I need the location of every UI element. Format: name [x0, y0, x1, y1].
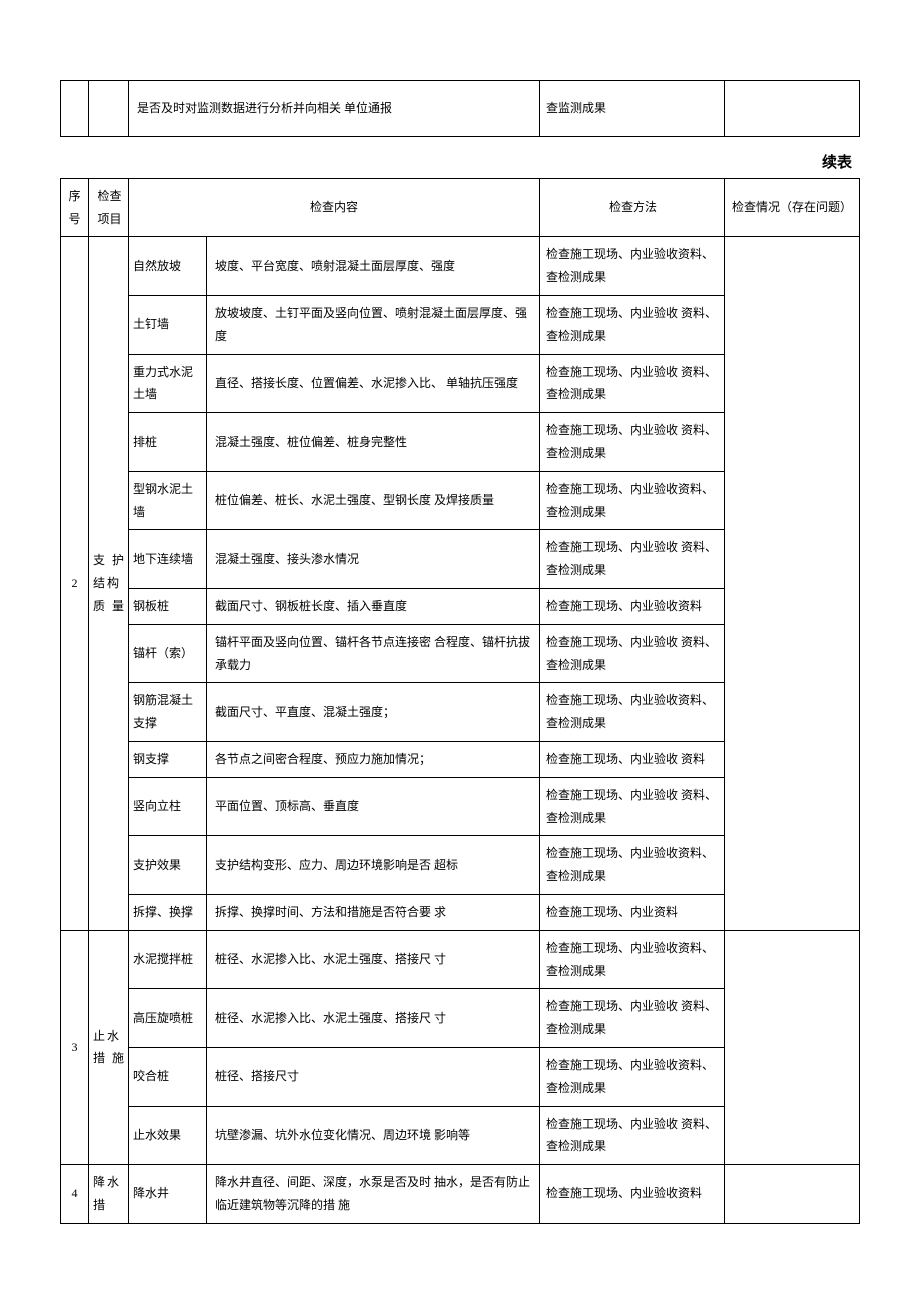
cell-content: 桩位偏差、桩长、水泥土强度、型钢长度 及焊接质量: [207, 471, 540, 530]
cell-subitem: 高压旋喷桩: [129, 989, 207, 1048]
cell-subitem: 支护效果: [129, 836, 207, 895]
table-row: 4降水措降水井 降水井直径、间距、深度，水泵是否及时 抽水，是否有防止临近建筑物…: [61, 1165, 860, 1224]
cell-method: 检查施工现场、内业验收资料、查检测成果: [540, 836, 725, 895]
cell-subitem: 咬合桩: [129, 1047, 207, 1106]
cell-content: 直径、搭接长度、位置偏差、水泥掺入比、 单轴抗压强度: [207, 354, 540, 413]
cell-content: 锚杆平面及竖向位置、锚杆各节点连接密 合程度、锚杆抗拔承载力: [207, 624, 540, 683]
cell-content: 坑壁渗漏、坑外水位变化情况、周边环境 影响等: [207, 1106, 540, 1165]
cell-content: 截面尺寸、钢板桩长度、插入垂直度: [207, 588, 540, 624]
cell-item: [89, 81, 129, 137]
cell-method: 检查施工现场、内业验收资料: [540, 1165, 725, 1224]
cell-content: 拆撑、换撑时间、方法和措施是否符合要 求: [207, 894, 540, 930]
cell-content: 截面尺寸、平直度、混凝土强度；: [207, 683, 540, 742]
table-row: 3止水 措 施水泥搅拌桩桩径、水泥掺入比、水泥土强度、搭接尺 寸检查施工现场、内…: [61, 930, 860, 989]
table-header-row: 序号 检查项目 检查内容 检查方法 检查情况（存在问题）: [61, 178, 860, 237]
cell-content: 各节点之间密合程度、预应力施加情况；: [207, 741, 540, 777]
cell-content: 坡度、平台宽度、喷射混凝土面层厚度、强度: [207, 237, 540, 296]
cell-subitem: 降水井: [129, 1165, 207, 1224]
cell-method: 查监测成果: [540, 81, 725, 137]
cell-subitem: 止水效果: [129, 1106, 207, 1165]
cell-content: 支护结构变形、应力、周边环境影响是否 超标: [207, 836, 540, 895]
cell-content: 混凝土强度、桩位偏差、桩身完整性: [207, 413, 540, 472]
cell-issue: [725, 237, 860, 930]
cell-method: 检查施工现场、内业验收 资料、查检测成果: [540, 1106, 725, 1165]
cell-method: 检查施工现场、内业验收资料、查检测成果: [540, 1047, 725, 1106]
cell-content: 降水井直径、间距、深度，水泵是否及时 抽水，是否有防止临近建筑物等沉降的措 施: [207, 1165, 540, 1224]
inspection-table: 序号 检查项目 检查内容 检查方法 检查情况（存在问题） 2支 护 结构 质 量…: [60, 178, 860, 1224]
cell-content: 放坡坡度、土钉平面及竖向位置、喷射混凝土面层厚度、强度: [207, 295, 540, 354]
cell-section-num: 4: [61, 1165, 89, 1224]
cell-method: 检查施工现场、内业验收资料、查检测成果: [540, 930, 725, 989]
cell-issue: [725, 1165, 860, 1224]
table-row: 2支 护 结构 质 量自然放坡坡度、平台宽度、喷射混凝土面层厚度、强度检查施工现…: [61, 237, 860, 296]
header-content: 检查内容: [129, 178, 540, 237]
cell-method: 检查施工现场、内业验收 资料、查检测成果: [540, 777, 725, 836]
header-item: 检查项目: [89, 178, 129, 237]
cell-method: 检查施工现场、内业验收 资料、查检测成果: [540, 413, 725, 472]
top-fragment-table: 是否及时对监测数据进行分析并向相关 单位通报 查监测成果: [60, 80, 860, 137]
cell-content: 平面位置、顶标高、垂直度: [207, 777, 540, 836]
cell-method: 检查施工现场、内业验收 资料、查检测成果: [540, 354, 725, 413]
cell-subitem: 水泥搅拌桩: [129, 930, 207, 989]
table-row: 是否及时对监测数据进行分析并向相关 单位通报 查监测成果: [61, 81, 860, 137]
header-method: 检查方法: [540, 178, 725, 237]
cell-section-item: 降水措: [89, 1165, 129, 1224]
cell-subitem: 竖向立柱: [129, 777, 207, 836]
cell-method: 检查施工现场、内业资料: [540, 894, 725, 930]
cell-method: 检查施工现场、内业验收 资料、查检测成果: [540, 530, 725, 589]
cell-method: 检查施工现场、内业验收资料、查检测成果: [540, 237, 725, 296]
cell-subitem: 土钉墙: [129, 295, 207, 354]
cell-method: 检查施工现场、内业验收资料、查检测成果: [540, 471, 725, 530]
cell-subitem: 拆撑、换撑: [129, 894, 207, 930]
cell-subitem: 钢筋混凝土支撑: [129, 683, 207, 742]
cell-section-num: 2: [61, 237, 89, 930]
cell-section-num: 3: [61, 930, 89, 1164]
cell-method: 检查施工现场、内业验收 资料、查检测成果: [540, 989, 725, 1048]
cell-subitem: 自然放坡: [129, 237, 207, 296]
cell-method: 检查施工现场、内业验收 资料: [540, 741, 725, 777]
cell-content: 桩径、搭接尺寸: [207, 1047, 540, 1106]
cell-subitem: 钢支撑: [129, 741, 207, 777]
cell-content: 是否及时对监测数据进行分析并向相关 单位通报: [129, 81, 540, 137]
header-issue: 检查情况（存在问题）: [725, 178, 860, 237]
cell-subitem: 重力式水泥土墙: [129, 354, 207, 413]
cell-num: [61, 81, 89, 137]
cell-content: 桩径、水泥掺入比、水泥土强度、搭接尺 寸: [207, 930, 540, 989]
cell-issue: [725, 930, 860, 1164]
cell-subitem: 地下连续墙: [129, 530, 207, 589]
cell-method: 检查施工现场、内业验收 资料、查检测成果: [540, 624, 725, 683]
cell-section-item: 止水 措 施: [89, 930, 129, 1164]
header-num: 序号: [61, 178, 89, 237]
cell-content: 混凝土强度、接头渗水情况: [207, 530, 540, 589]
cell-subitem: 型钢水泥土墙: [129, 471, 207, 530]
cell-subitem: 排桩: [129, 413, 207, 472]
cell-subitem: 锚杆（索）: [129, 624, 207, 683]
cell-content: 桩径、水泥掺入比、水泥土强度、搭接尺 寸: [207, 989, 540, 1048]
cell-method: 检查施工现场、内业验收资料、查检测成果: [540, 683, 725, 742]
cell-method: 检查施工现场、内业验收资料: [540, 588, 725, 624]
continuation-label: 续表: [60, 151, 852, 172]
cell-section-item: 支 护 结构 质 量: [89, 237, 129, 930]
cell-method: 检查施工现场、内业验收 资料、查检测成果: [540, 295, 725, 354]
cell-issue: [725, 81, 860, 137]
cell-subitem: 钢板桩: [129, 588, 207, 624]
